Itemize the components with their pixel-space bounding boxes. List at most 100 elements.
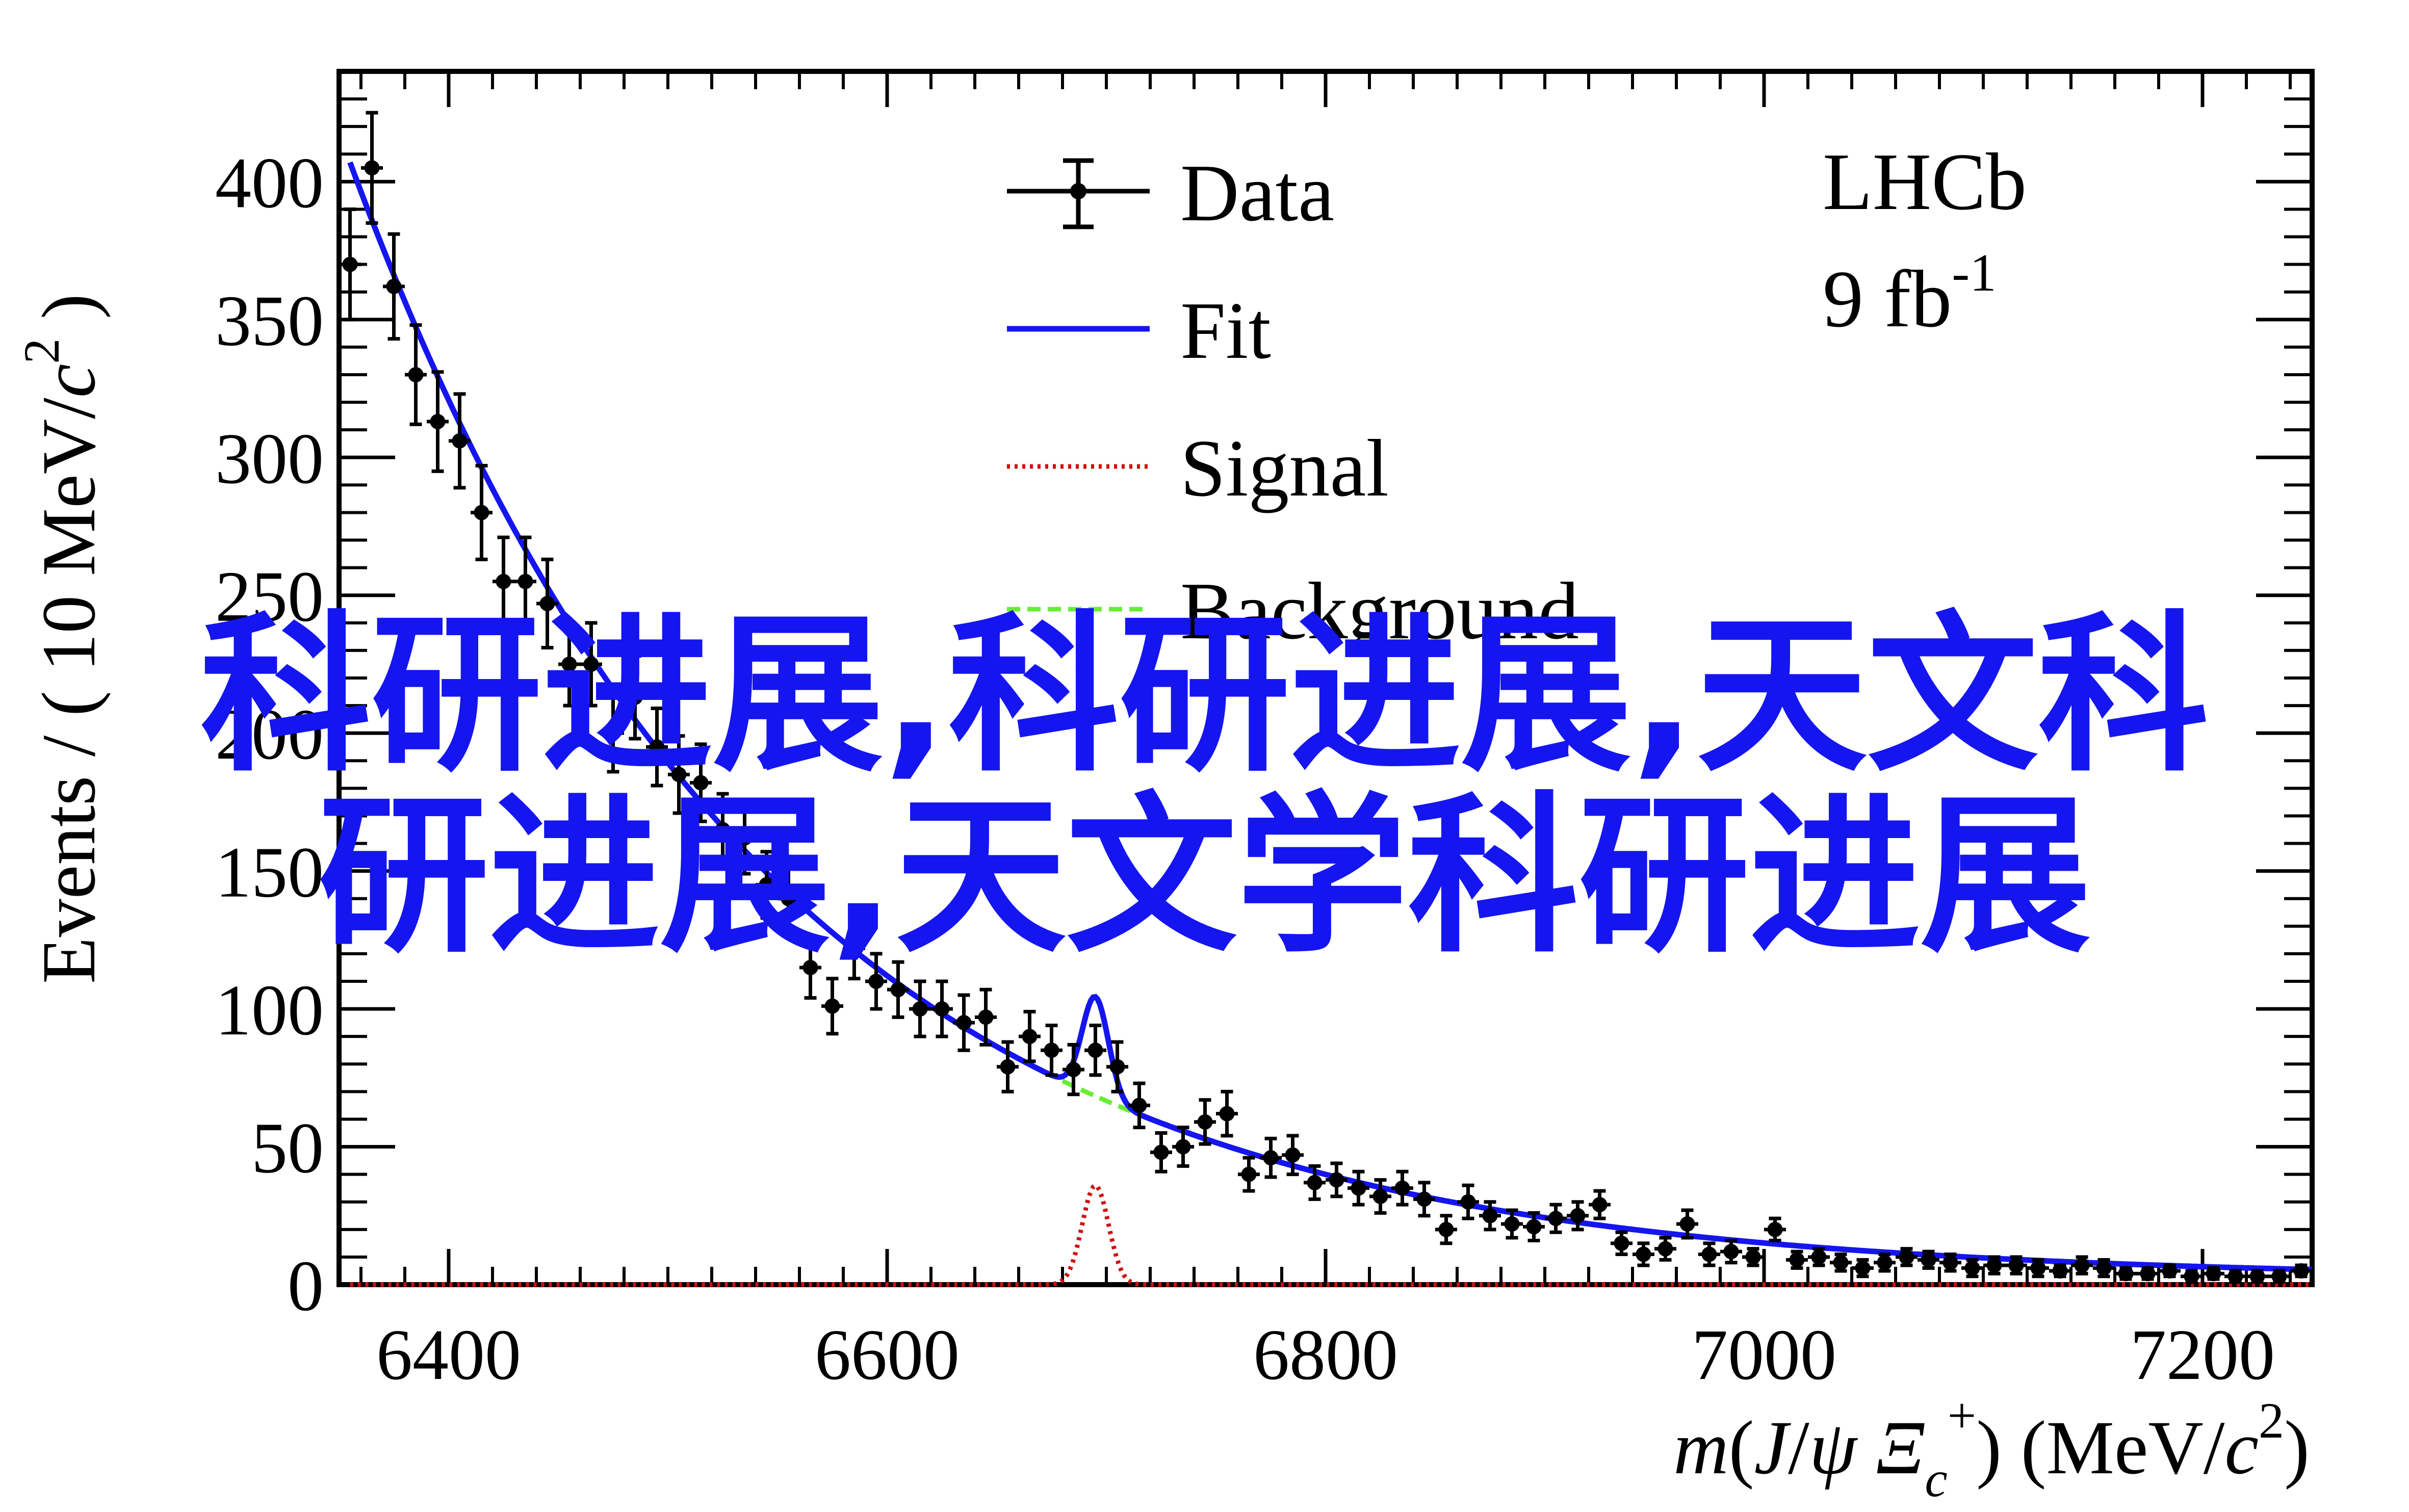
data-point — [1413, 1181, 1435, 1218]
data-point — [1216, 1089, 1238, 1138]
data-point — [1523, 1211, 1545, 1242]
data-point — [339, 207, 361, 322]
data-point — [668, 734, 690, 815]
data-point — [493, 535, 514, 628]
data-point — [1326, 1161, 1348, 1198]
data-point — [1786, 1249, 1808, 1270]
data-point — [1545, 1203, 1567, 1234]
data-point — [1852, 1258, 1874, 1279]
data-point — [1589, 1189, 1611, 1220]
data-point — [1961, 1258, 1983, 1279]
data-point — [1128, 1081, 1150, 1130]
x-tick-labels: 6400 6600 6800 7000 7200 — [376, 1314, 2275, 1395]
data-point — [953, 993, 975, 1052]
data-point — [449, 392, 471, 490]
data-point — [1391, 1169, 1413, 1207]
y-tick-label: 150 — [215, 832, 324, 913]
y-axis-title: Events / ( 10 MeV/c2 ) — [13, 294, 111, 984]
data-point — [1874, 1253, 1896, 1273]
data-point — [1654, 1236, 1676, 1262]
data-point — [1041, 1024, 1063, 1077]
y-tick-label: 350 — [215, 280, 324, 361]
data-point — [2027, 1258, 2049, 1279]
luminosity-value: 9 fb — [1823, 253, 1952, 344]
data-point — [2290, 1263, 2312, 1279]
data-point — [1764, 1216, 1786, 1242]
data-point — [1676, 1208, 1698, 1240]
data-point — [1720, 1238, 1742, 1265]
x-tick-label: 7000 — [1692, 1314, 1836, 1395]
data-point — [1918, 1249, 1939, 1270]
data-point — [821, 977, 843, 1036]
data-point — [778, 864, 799, 934]
data-point — [1896, 1247, 1918, 1267]
data-point — [1084, 1024, 1106, 1077]
data-point — [2159, 1263, 2181, 1279]
y-tick-label: 250 — [215, 556, 324, 637]
data-point — [1106, 1040, 1128, 1093]
legend-data-label: Data — [1180, 147, 1334, 238]
data-point — [2005, 1255, 2027, 1275]
data-point — [1435, 1214, 1457, 1245]
data-point — [1369, 1178, 1391, 1215]
data-point — [2049, 1263, 2071, 1279]
y-tick-label: 50 — [251, 1108, 324, 1188]
data-point — [361, 111, 383, 225]
data-point — [405, 323, 427, 426]
data-point — [1567, 1200, 1589, 1232]
data-point — [1633, 1241, 1654, 1267]
signal-curve — [350, 1182, 2312, 1287]
legend: Data Fit Signal Background — [1007, 147, 1579, 656]
data-point — [2224, 1268, 2246, 1284]
data-point — [624, 654, 646, 741]
data-point — [514, 535, 536, 628]
data-point — [1611, 1230, 1633, 1256]
data-point — [1194, 1098, 1216, 1146]
legend-background-label: Background — [1180, 565, 1579, 656]
data-point — [646, 707, 668, 788]
data-point — [1479, 1200, 1501, 1232]
x-tick-label: 7200 — [2130, 1314, 2275, 1395]
data-point — [2246, 1268, 2268, 1284]
legend-fit-label: Fit — [1180, 285, 1271, 376]
data-point — [799, 935, 821, 1000]
data-point — [602, 692, 624, 774]
data-point — [471, 464, 493, 561]
y-tick-label: 400 — [215, 142, 324, 223]
x-axis-title: m(J/ψ Ξc+) (MeV/c2) — [1673, 1387, 2310, 1507]
data-point — [931, 979, 953, 1038]
data-point — [1172, 1126, 1194, 1168]
data-point — [756, 850, 778, 920]
data-point — [1457, 1183, 1479, 1220]
data-point — [1808, 1247, 1830, 1267]
data-point — [1260, 1136, 1282, 1179]
data-point — [1830, 1253, 1852, 1273]
y-tick-labels: 0 50 100 150 200 250 300 350 400 — [215, 142, 324, 1326]
data-point — [909, 979, 931, 1038]
overlay-title-line-2: 研进展,天文学科研进展 — [318, 777, 2091, 976]
data-point — [2137, 1266, 2159, 1282]
luminosity-exponent: -1 — [1952, 243, 1996, 302]
data-point — [975, 987, 997, 1047]
data-point — [2093, 1258, 2115, 1279]
data-points — [339, 111, 2312, 1284]
data-point — [734, 800, 756, 876]
legend-data-symbol — [1007, 158, 1150, 229]
y-tick-label: 0 — [288, 1245, 324, 1326]
x-tick-label: 6800 — [1253, 1314, 1398, 1395]
data-point — [2181, 1268, 2203, 1284]
data-point — [2115, 1266, 2137, 1282]
legend-signal-label: Signal — [1180, 423, 1389, 513]
data-point — [427, 370, 449, 473]
data-point — [1742, 1247, 1764, 1267]
experiment-label: LHCb — [1823, 136, 2027, 227]
data-point — [1019, 1010, 1041, 1063]
data-point — [887, 960, 909, 1019]
data-point — [712, 792, 734, 868]
data-point — [1939, 1253, 1961, 1273]
y-tick-label: 100 — [215, 970, 324, 1050]
data-point — [997, 1040, 1019, 1093]
data-point — [1983, 1255, 2005, 1275]
data-point — [1282, 1134, 1304, 1177]
